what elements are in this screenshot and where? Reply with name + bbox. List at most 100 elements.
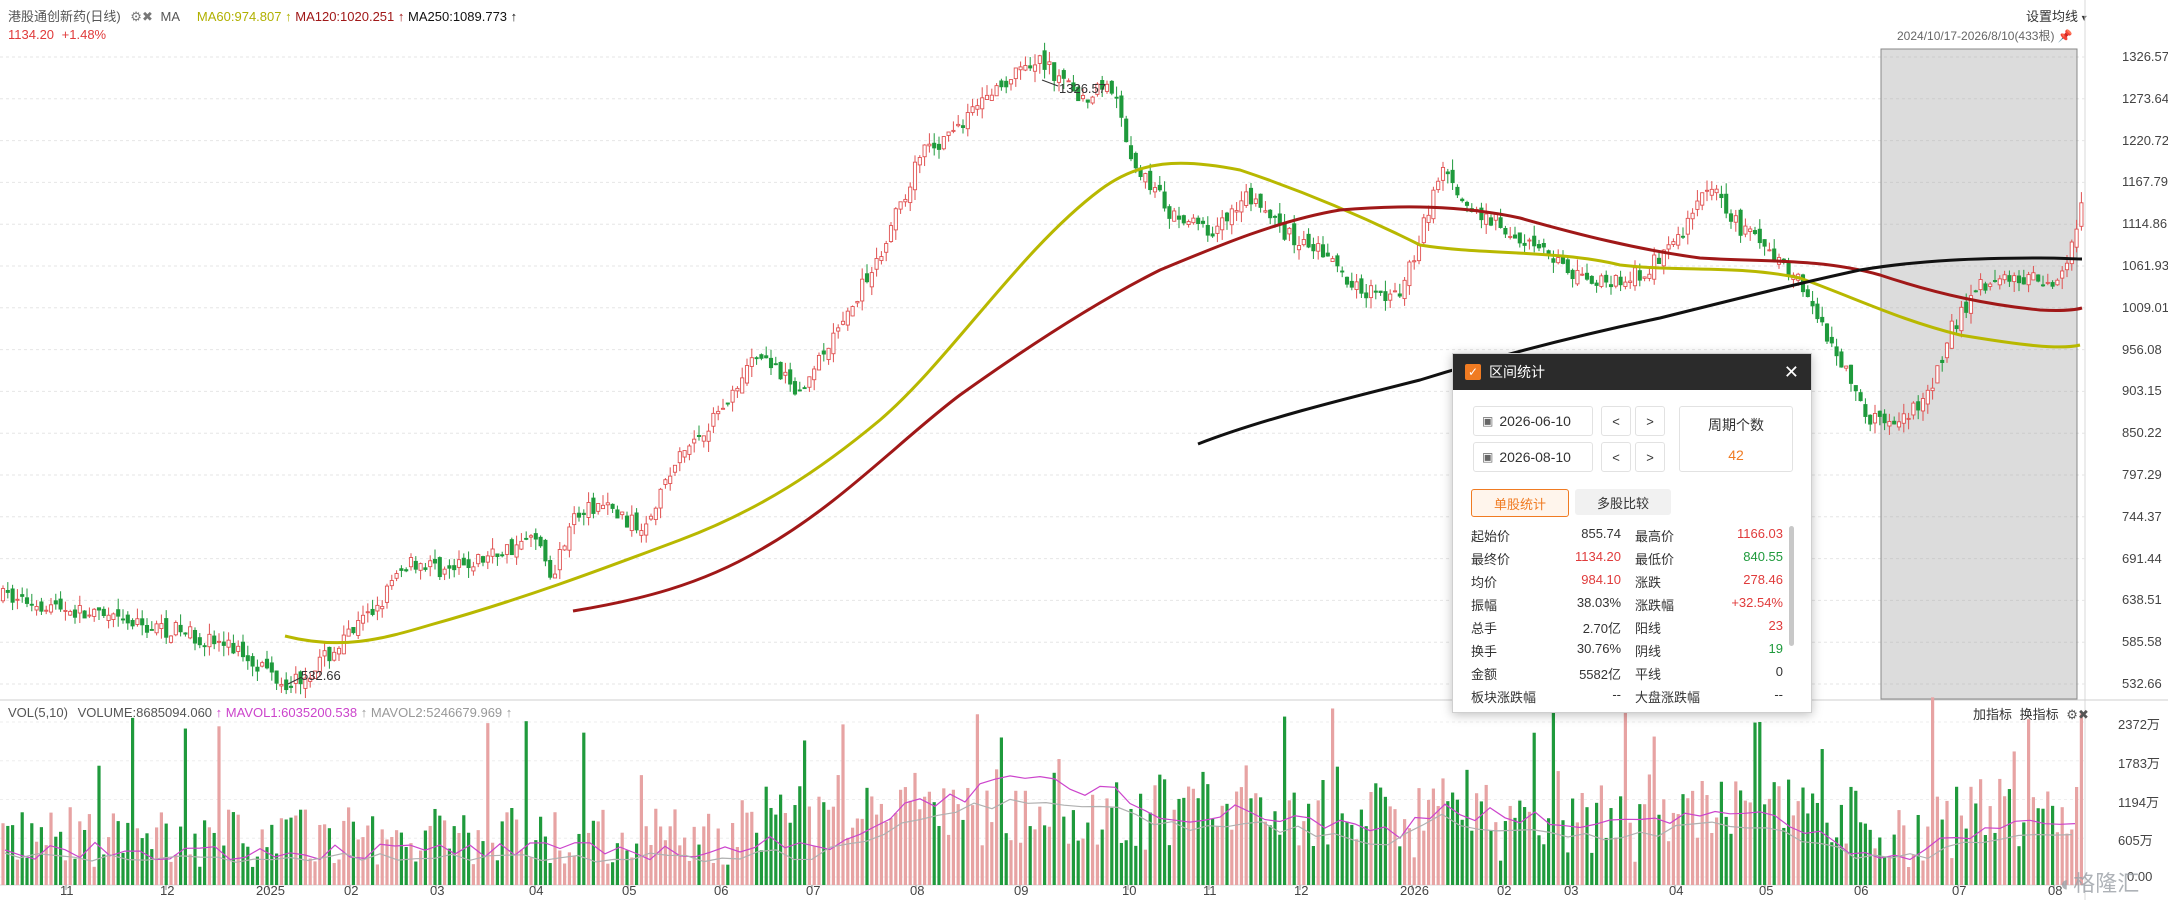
- volume-bar: [1235, 791, 1239, 885]
- candle: [1306, 233, 1311, 248]
- volume-bar: [35, 841, 39, 885]
- panel-scrollbar[interactable]: [1789, 526, 1794, 646]
- volume-bar: [894, 813, 898, 885]
- candle: [1503, 227, 1508, 235]
- candle: [1359, 278, 1364, 294]
- volume-bar: [1023, 790, 1027, 885]
- candle: [1748, 228, 1753, 232]
- gear-icon[interactable]: ⚙: [2066, 707, 2078, 722]
- candle: [548, 560, 553, 578]
- volume-bar: [337, 859, 341, 885]
- start-date-next-button[interactable]: >: [1635, 406, 1665, 436]
- gear-icon[interactable]: ⚙: [130, 9, 142, 24]
- candle: [754, 357, 759, 360]
- candle: [279, 683, 284, 687]
- checkbox-icon[interactable]: ✓: [1465, 364, 1481, 380]
- volume-bar: [865, 787, 869, 885]
- pin-icon[interactable]: 📌: [2057, 29, 2073, 43]
- time-tick-label: 05: [622, 883, 637, 898]
- volume-bar: [908, 800, 912, 885]
- volume-bar: [1436, 805, 1440, 885]
- candle: [1541, 243, 1546, 248]
- close-panel-button[interactable]: ✕: [1783, 361, 1799, 382]
- volume-bar: [284, 819, 288, 885]
- candle: [221, 641, 226, 646]
- volume-bar: [1988, 806, 1992, 885]
- volume-tick-label: 1194万: [2118, 794, 2159, 810]
- volume-bar: [150, 849, 154, 885]
- candle: [1714, 188, 1719, 194]
- candle: [1229, 208, 1234, 226]
- candle: [970, 106, 975, 114]
- up-arrow-icon: ↑: [285, 9, 292, 24]
- tab-single-stock[interactable]: 单股统计: [1471, 489, 1569, 517]
- volume-bar: [1403, 819, 1407, 885]
- candle: [615, 509, 620, 519]
- candle: [149, 628, 154, 631]
- volume-bar: [740, 800, 744, 885]
- switch-indicator-button[interactable]: 换指标: [2019, 707, 2059, 722]
- volume-bar: [1748, 802, 1752, 885]
- candle: [1066, 80, 1071, 83]
- volume-bar: [68, 807, 72, 885]
- volume-bar: [1379, 787, 1383, 885]
- volume-bar: [918, 809, 922, 885]
- candle: [581, 512, 586, 516]
- end-date-next-button[interactable]: >: [1635, 442, 1665, 472]
- settings-ma-button[interactable]: 设置均线 ▾: [2026, 9, 2087, 24]
- volume-bar: [246, 846, 250, 885]
- candle: [274, 670, 279, 684]
- price-tick-label: 956.08: [2122, 341, 2162, 357]
- volume-bar: [135, 828, 139, 885]
- close-icon[interactable]: ✖: [2077, 707, 2089, 722]
- add-indicator-button[interactable]: 加指标: [1973, 707, 2013, 722]
- start-date-field[interactable]: ▣ 2026-06-10: [1473, 406, 1593, 436]
- candle: [836, 327, 841, 332]
- candle: [1661, 249, 1666, 267]
- candle: [826, 347, 831, 361]
- volume-bar: [1105, 798, 1109, 885]
- candle: [260, 662, 265, 667]
- end-date-prev-button[interactable]: <: [1601, 442, 1631, 472]
- candle: [989, 94, 994, 101]
- volume-bar: [899, 789, 903, 885]
- volume-bar: [1297, 845, 1301, 885]
- candle: [1709, 188, 1714, 196]
- candle: [2007, 275, 2012, 282]
- candle: [768, 357, 774, 369]
- candle: [380, 605, 385, 610]
- candle: [2012, 275, 2017, 283]
- candle: [207, 633, 212, 648]
- candle: [735, 387, 740, 392]
- candle: [1061, 70, 1066, 79]
- candle: [946, 131, 951, 136]
- volume-bar: [923, 796, 927, 885]
- volume-bar: [486, 723, 490, 885]
- price-tick-label: 585.58: [2122, 634, 2162, 650]
- close-icon[interactable]: ✖: [141, 9, 153, 24]
- candle: [533, 533, 538, 540]
- selection-range: [1880, 48, 2078, 700]
- candle: [658, 488, 663, 509]
- end-date-field[interactable]: ▣ 2026-08-10: [1473, 442, 1593, 472]
- volume-bar: [409, 843, 413, 885]
- volume-bar: [630, 857, 634, 885]
- volume-bar: [1455, 799, 1459, 885]
- candle: [432, 558, 438, 564]
- volume-bar: [25, 857, 29, 885]
- candle: [682, 450, 687, 458]
- volume-bar: [1470, 830, 1474, 885]
- volume-bar: [1009, 840, 1013, 885]
- start-date-prev-button[interactable]: <: [1601, 406, 1631, 436]
- price-tick-label: 903.15: [2122, 383, 2162, 399]
- candle: [951, 129, 956, 132]
- time-tick-label: 02: [1497, 883, 1512, 898]
- candle: [1930, 387, 1935, 392]
- volume-bar: [1945, 800, 1949, 885]
- volume-bar: [798, 786, 802, 885]
- volume-bar: [438, 815, 442, 885]
- tab-multi-compare[interactable]: 多股比较: [1575, 489, 1671, 515]
- volume-bar: [687, 860, 691, 885]
- volume-bar: [385, 839, 389, 885]
